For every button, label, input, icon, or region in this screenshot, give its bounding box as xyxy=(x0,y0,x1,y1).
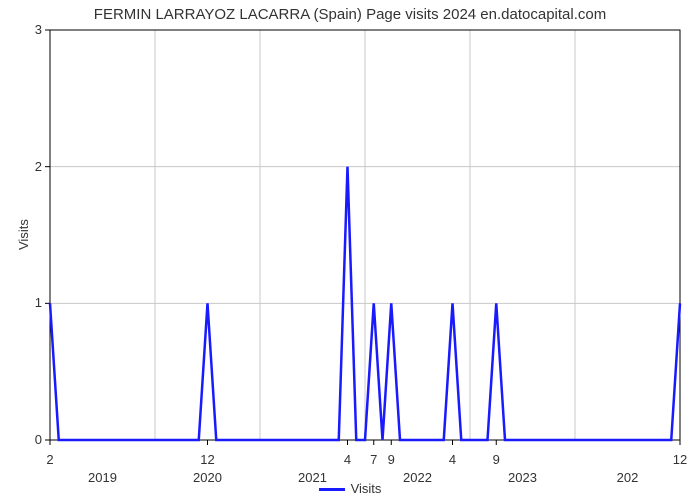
x-tick-label: 9 xyxy=(388,452,395,467)
legend-text: Visits xyxy=(351,481,382,496)
y-tick-label: 2 xyxy=(2,159,42,174)
legend-swatch xyxy=(319,488,345,491)
x-tick-label: 7 xyxy=(370,452,377,467)
chart-svg xyxy=(0,0,700,500)
y-tick-label: 1 xyxy=(2,295,42,310)
x-tick-label: 12 xyxy=(673,452,687,467)
x-tick-label: 4 xyxy=(449,452,456,467)
y-tick-label: 0 xyxy=(2,432,42,447)
x-tick-label: 9 xyxy=(493,452,500,467)
x-tick-label: 2 xyxy=(46,452,53,467)
y-tick-label: 3 xyxy=(2,22,42,37)
x-tick-label: 4 xyxy=(344,452,351,467)
chart-container: FERMIN LARRAYOZ LACARRA (Spain) Page vis… xyxy=(0,0,700,500)
x-tick-label: 12 xyxy=(200,452,214,467)
legend: Visits xyxy=(0,481,700,496)
